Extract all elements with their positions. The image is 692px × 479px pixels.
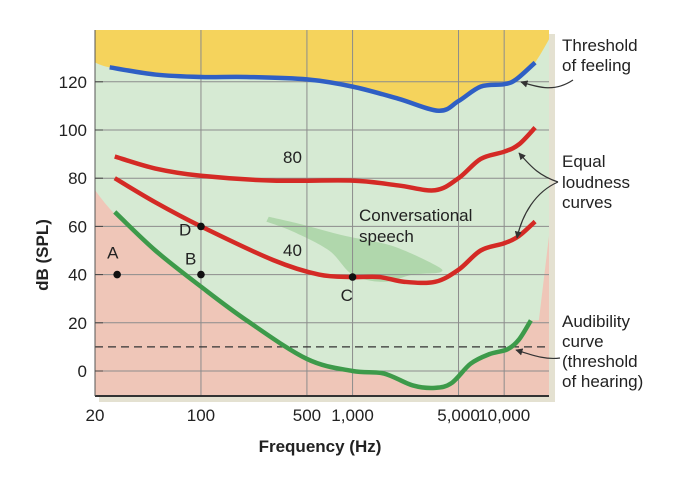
x-tick-label: 100 — [187, 406, 215, 425]
y-tick-label: 120 — [59, 73, 87, 92]
series-line-3 — [113, 210, 533, 391]
x-tick-label: 20 — [86, 406, 105, 425]
y-tick-label: 80 — [68, 169, 87, 188]
series-line-1 — [114, 126, 537, 193]
feeling-region — [95, 30, 549, 111]
x-tick-label: 10,000 — [478, 406, 530, 425]
x-tick-label: 1,000 — [331, 406, 374, 425]
y-axis-title: dB (SPL) — [33, 219, 52, 291]
inaudible-region — [95, 190, 549, 396]
arrow-feeling — [520, 79, 574, 89]
arrow-audibility — [515, 348, 561, 360]
label-40: 40 — [283, 241, 302, 260]
annotation-audibility: Audibility curve (threshold of hearing) — [562, 312, 643, 391]
series-line-0 — [109, 60, 537, 113]
y-tick-label: 60 — [68, 217, 87, 236]
speech-label: Conversational speech — [359, 206, 477, 246]
x-tick-label: 500 — [293, 406, 321, 425]
y-tick-label: 20 — [68, 314, 87, 333]
point-label-C: C — [341, 286, 353, 305]
arrow-equal-80 — [518, 152, 559, 183]
point-A — [113, 270, 121, 279]
point-C — [348, 273, 357, 281]
y-tick-label: 40 — [68, 266, 87, 285]
y-tick-label: 0 — [78, 362, 87, 381]
point-label-B: B — [185, 250, 196, 269]
label-80: 80 — [283, 148, 302, 167]
point-B — [197, 270, 205, 279]
y-tick-label: 100 — [59, 121, 87, 140]
annotation-equal-loudness: Equal loudness curves — [562, 152, 635, 212]
point-D — [197, 222, 205, 231]
speech-region — [266, 216, 443, 282]
point-label-D: D — [179, 220, 191, 239]
arrow-equal-40 — [514, 181, 559, 239]
annotation-threshold-of-feeling: Threshold of feeling — [562, 36, 642, 75]
series-line-2 — [113, 176, 537, 286]
x-tick-label: 5,000 — [437, 406, 480, 425]
x-axis-title: Frequency (Hz) — [259, 437, 382, 456]
point-label-A: A — [107, 244, 119, 263]
